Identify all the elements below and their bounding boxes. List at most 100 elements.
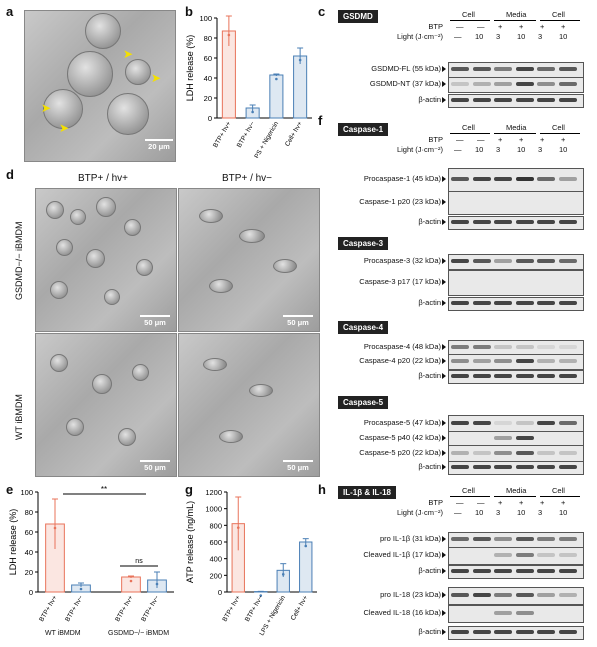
band-label: Cleaved IL-18 (16 kDa) [363, 608, 441, 617]
chart-g: 0 200 400 600 800 1000 1200 ATP release (ng/mL)… [185, 488, 317, 637]
blot-band [558, 465, 577, 469]
header-underline [540, 133, 580, 134]
category-label: Cell+ hv+ [284, 120, 304, 147]
y-axis-label: ATP release (ng/mL) [185, 501, 195, 583]
band-arrow [442, 568, 446, 574]
btp-value: + [498, 498, 503, 507]
data-point [281, 573, 285, 576]
blot-band [558, 421, 577, 425]
band-arrow [442, 536, 446, 542]
y-tick-label: 0 [29, 588, 33, 597]
y-tick-label: 0 [208, 114, 212, 123]
band-label: Caspase-5 p20 (22 kDa) [359, 448, 441, 457]
data-point [236, 526, 240, 529]
band-arrow [442, 435, 446, 441]
blot-band [558, 569, 577, 573]
light-value: — [454, 508, 462, 517]
blot-band [472, 630, 491, 634]
band-arrow [442, 552, 446, 558]
light-value: 10 [559, 508, 568, 517]
blot-band [472, 82, 491, 86]
blot-band [472, 465, 491, 469]
y-tick-label: 0 [218, 588, 222, 597]
y-tick-label: 800 [209, 521, 222, 530]
category-label: BTP+ hv− [140, 594, 161, 623]
band-label: Procaspase-4 (48 kDa) [363, 342, 441, 351]
blot-band [515, 345, 534, 349]
blot-band [451, 345, 469, 349]
band-arrow [442, 358, 446, 364]
band-label: Caspase-4 p20 (22 kDa) [359, 356, 441, 365]
blot-band [515, 553, 534, 557]
bar [293, 55, 308, 119]
header-underline [494, 133, 536, 134]
light-value: 3 [538, 508, 543, 517]
blot-band [472, 374, 491, 378]
blot-band [537, 421, 555, 425]
band-arrow [442, 81, 446, 87]
light-value: 3 [496, 145, 501, 154]
header-cell-2: Cell [552, 123, 565, 132]
category-label: BTP+ hv+ [212, 120, 233, 149]
blot-band [558, 67, 577, 71]
row-btp: BTP [428, 22, 443, 31]
blot-band [472, 98, 491, 102]
band-arrow [442, 629, 446, 635]
blot-band [515, 451, 534, 455]
category-label: BTP+ hv+ [114, 594, 135, 623]
panel-label-c: c [318, 4, 326, 19]
btp-value: + [540, 498, 545, 507]
blot-band [537, 359, 555, 363]
blot-band [558, 374, 577, 378]
blot-band [515, 436, 534, 440]
btp-value: + [519, 498, 524, 507]
blot-band [472, 345, 491, 349]
blot-band [537, 537, 555, 541]
blot-band [537, 553, 555, 557]
blot-band [472, 421, 491, 425]
blot-band [537, 177, 555, 181]
band-arrow [442, 450, 446, 456]
blot-band [494, 67, 512, 71]
y-tick-label: 80 [25, 508, 33, 517]
band-label: Procaspase-1 (45 kDa) [363, 174, 441, 183]
light-value: 3 [538, 32, 543, 41]
blot-band [515, 98, 534, 102]
blot-band [515, 421, 534, 425]
panel-d-row2-title: WT iBMDM [14, 394, 24, 440]
header-cell-2: Cell [552, 10, 565, 19]
blot-band [537, 465, 555, 469]
band-arrow [442, 219, 446, 225]
row-btp: BTP [428, 498, 443, 507]
band-arrow [442, 420, 446, 426]
blot-band [494, 537, 512, 541]
blot-band [451, 301, 469, 305]
panel-label-h: h [318, 482, 326, 497]
band-arrow [442, 279, 446, 285]
band-label: Cleaved IL-1β (17 kDa) [363, 550, 441, 559]
blot-band [515, 630, 534, 634]
btp-value: + [498, 22, 503, 31]
data-point [251, 110, 254, 114]
blot-band [451, 374, 469, 378]
y-axis-label: LDH release (%) [185, 35, 195, 102]
y-tick-label: 1200 [205, 488, 222, 497]
data-point [53, 526, 57, 530]
blot-band [472, 301, 491, 305]
blot-band [537, 593, 555, 597]
btp-value: — [456, 498, 464, 507]
band-label: Caspase-3 p17 (17 kDa) [359, 277, 441, 286]
blot-band [537, 220, 555, 224]
blot-band [515, 537, 534, 541]
header-cell-2: Cell [552, 486, 565, 495]
data-point [129, 579, 133, 583]
y-tick-label: 200 [209, 571, 222, 580]
header-underline [450, 20, 490, 21]
blot-band [451, 259, 469, 263]
header-cell: Cell [462, 486, 475, 495]
blot-band [558, 630, 577, 634]
band-arrow [442, 66, 446, 72]
blot-band [494, 345, 512, 349]
header-underline [494, 20, 536, 21]
blot-band [494, 593, 512, 597]
